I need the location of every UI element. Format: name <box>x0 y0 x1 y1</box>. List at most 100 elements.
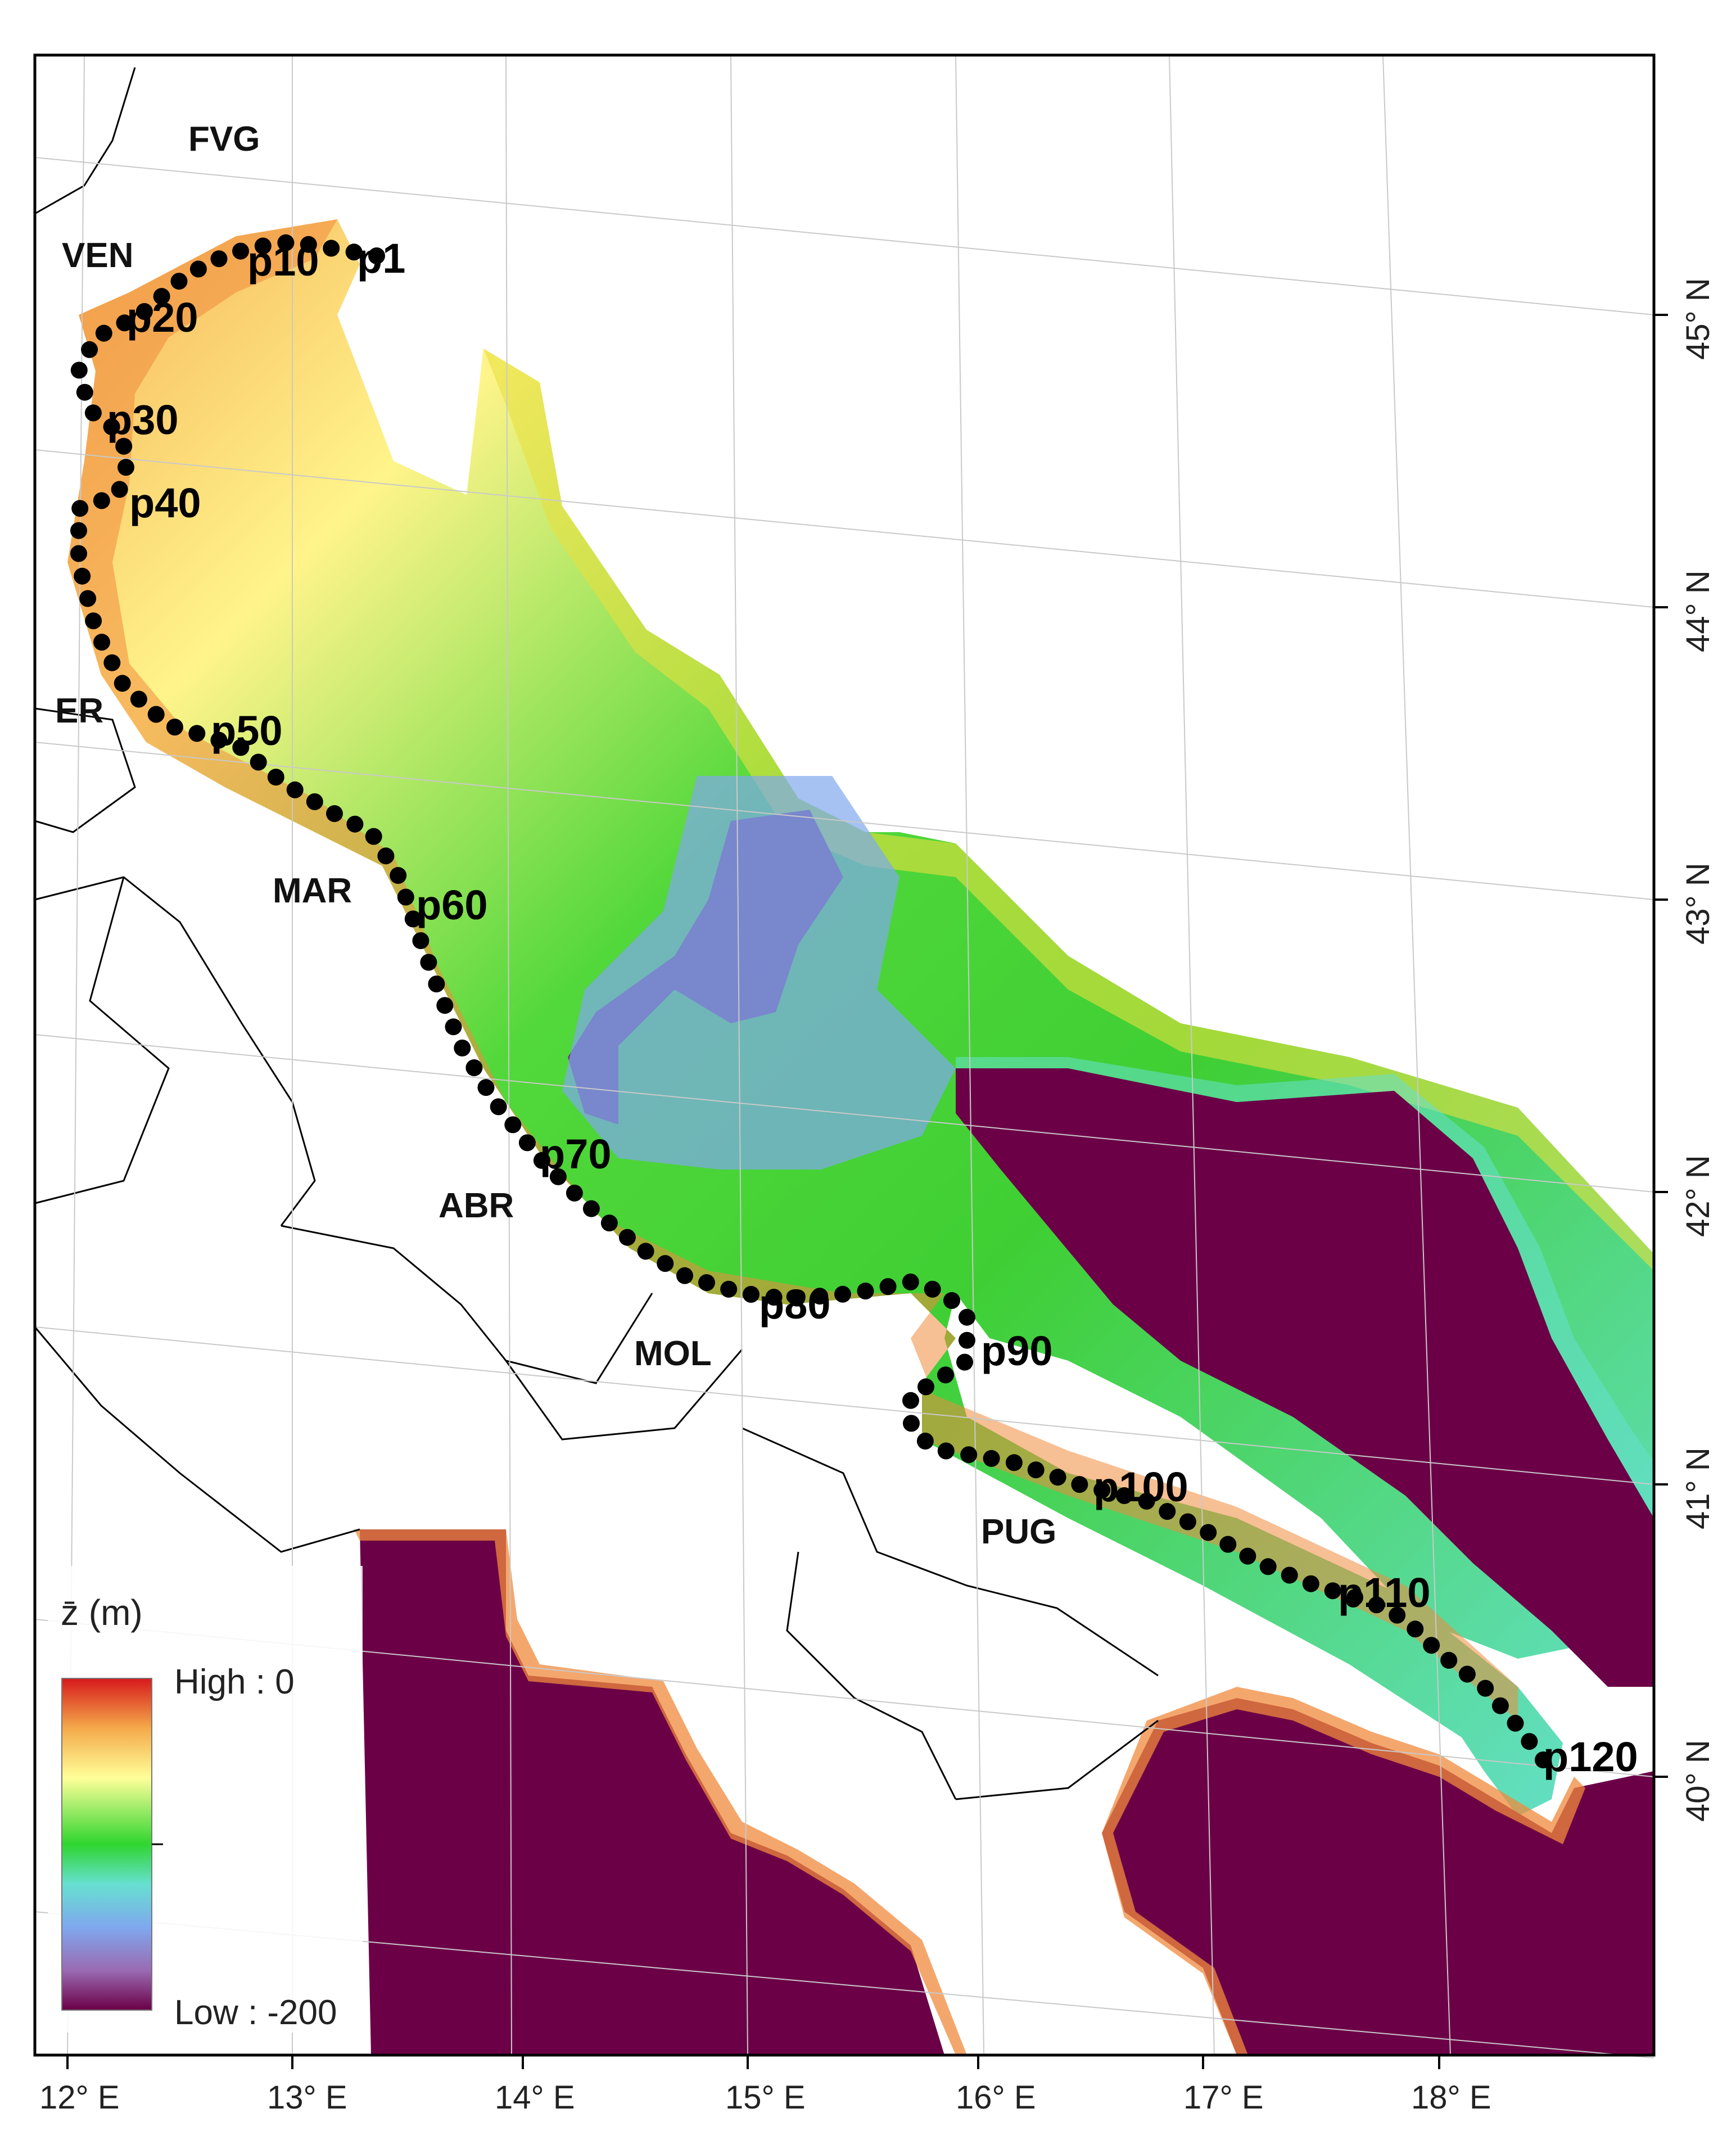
coastal-point-marker <box>1324 1582 1341 1600</box>
coastal-point-marker <box>490 1098 507 1116</box>
coastal-point-marker <box>390 867 407 884</box>
coastal-point-marker <box>377 847 395 865</box>
lon-label-18: 18° E <box>1411 2079 1491 2116</box>
coastal-point-marker <box>74 567 91 585</box>
point-label-p100: p100 <box>1093 1464 1188 1510</box>
coastal-point-marker <box>420 954 437 971</box>
coastal-point-marker <box>720 1280 738 1298</box>
point-label-p80: p80 <box>759 1281 831 1328</box>
coastal-point-marker <box>365 828 382 845</box>
lat-label-42: 42° N <box>1680 1155 1716 1237</box>
coastal-point-marker <box>959 1308 975 1326</box>
coastal-point-marker <box>111 481 128 498</box>
coastal-point-marker <box>1219 1536 1237 1553</box>
point-label-p70: p70 <box>540 1131 612 1177</box>
coastal-point-marker <box>917 1378 934 1396</box>
axis-ticks <box>66 314 1668 2069</box>
coastal-point-marker <box>404 910 422 928</box>
coastal-point-marker <box>346 815 364 833</box>
coastal-point-marker <box>1407 1620 1424 1638</box>
coastal-point-marker <box>115 437 133 455</box>
coastal-point-marker <box>95 324 112 342</box>
coastal-point-marker <box>600 1215 618 1232</box>
coastal-point-marker <box>306 793 323 810</box>
coastal-point-marker <box>267 769 284 786</box>
coastal-point-marker <box>676 1267 693 1284</box>
lat-label-41: 41° N <box>1680 1447 1716 1529</box>
ionian-coast-band <box>1102 1687 1585 2055</box>
coastal-point-marker <box>549 1168 567 1185</box>
coastal-point-marker <box>1346 1589 1363 1606</box>
point-label-p10: p10 <box>247 238 319 285</box>
coastal-point-marker <box>937 1442 955 1460</box>
coastal-point-marker <box>70 362 88 379</box>
coastal-point-marker <box>1535 1751 1552 1768</box>
point-labels: p1 p10 p20 p30 p40 p50 p60 p70 p80 p90 p… <box>107 235 1638 1780</box>
coastal-point-marker <box>857 1283 874 1300</box>
coastal-point-marker <box>637 1243 654 1260</box>
coastal-point-marker <box>368 247 385 264</box>
lon-label-15: 15° E <box>725 2079 806 2116</box>
lon-label-13: 13° E <box>267 2079 347 2116</box>
coastal-point-marker <box>81 341 98 358</box>
region-label-pug: PUG <box>981 1513 1056 1551</box>
coastal-point-marker <box>1477 1679 1494 1697</box>
coastal-point-marker <box>323 240 340 257</box>
coastal-point-marker <box>811 1288 829 1305</box>
point-label-p110: p110 <box>1338 1569 1431 1616</box>
coastal-point-marker <box>147 706 165 723</box>
legend-colorbar <box>61 1678 152 2011</box>
sea-layers <box>67 219 1654 2055</box>
point-label-p120: p120 <box>1543 1733 1638 1780</box>
coastal-point-marker <box>1138 1492 1155 1510</box>
coastal-point-marker <box>210 732 228 749</box>
lat-label-40: 40° N <box>1680 1740 1716 1822</box>
coastal-point-marker <box>518 1134 536 1152</box>
coastal-point-marker <box>902 1274 919 1290</box>
coastal-point-marker <box>1005 1454 1023 1471</box>
region-label-mol: MOL <box>634 1334 712 1373</box>
coastal-point-marker <box>1159 1503 1176 1520</box>
coastal-point-marker <box>477 1079 495 1096</box>
coastal-point-marker <box>566 1184 583 1202</box>
coastal-warm-band <box>67 219 1518 1721</box>
coastal-point-marker <box>300 236 317 253</box>
coastal-point-marker <box>277 234 295 251</box>
coastal-point-marker <box>254 237 272 255</box>
coastal-point-marker <box>117 459 134 476</box>
map-frame <box>33 53 1656 2057</box>
coastal-point-marker <box>1259 1558 1277 1575</box>
coastal-point-marker <box>1440 1651 1458 1669</box>
longitude-labels: 12° E 13° E 14° E 15° E 16° E 17° E 18° … <box>39 2079 1491 2116</box>
coastal-point-marker <box>70 545 87 562</box>
coastal-point-marker <box>1071 1476 1088 1493</box>
coastal-point-marker <box>1239 1547 1256 1565</box>
point-label-p20: p20 <box>126 294 198 341</box>
coastal-point-marker <box>445 1018 462 1036</box>
coastal-point-marker <box>504 1116 522 1134</box>
coastal-point-marker <box>436 997 454 1014</box>
coastal-point-marker <box>903 1415 920 1432</box>
lon-label-12: 12° E <box>39 2079 120 2116</box>
coastal-point-marker <box>76 383 93 401</box>
coastal-point-marker <box>170 273 188 290</box>
coastal-point-marker <box>1281 1566 1298 1584</box>
coastal-point-marker <box>345 243 363 261</box>
coastal-point-marker <box>924 1280 941 1298</box>
coastal-point-marker <box>902 1392 919 1409</box>
coastal-point-marker <box>397 888 414 906</box>
coastal-point-marker <box>1423 1637 1440 1654</box>
south-adriatic-deep <box>956 1068 1654 1687</box>
coastal-point-marker <box>188 725 206 742</box>
coastal-point-marker <box>1179 1513 1196 1530</box>
legend-high-label: High : 0 <box>174 1663 295 1701</box>
lon-label-17: 17° E <box>1183 2079 1264 2116</box>
region-label-mar: MAR <box>273 872 352 910</box>
point-label-p60: p60 <box>416 882 488 928</box>
coastal-point-marker <box>1368 1596 1385 1614</box>
coastal-point-marker <box>956 1353 973 1371</box>
coastal-point-marker <box>1507 1714 1524 1732</box>
region-label-fvg: FVG <box>188 120 260 159</box>
coastal-point-marker <box>582 1200 600 1217</box>
